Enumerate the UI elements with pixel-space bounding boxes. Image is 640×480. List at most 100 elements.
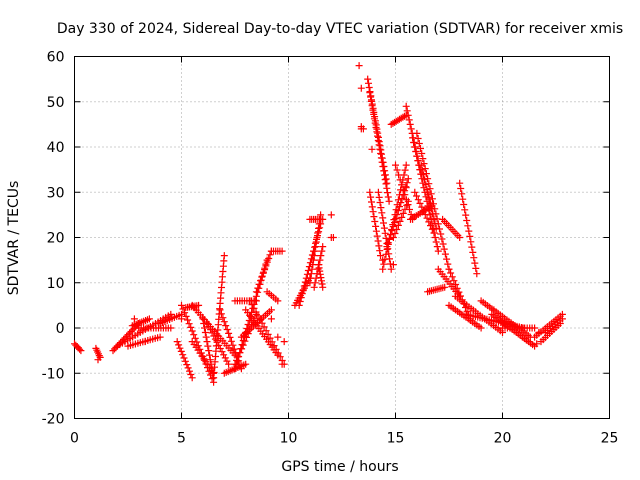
data-point [376, 247, 384, 255]
data-point [414, 157, 422, 165]
data-point [201, 329, 209, 336]
data-point [404, 175, 412, 183]
data-point [276, 353, 284, 361]
data-point [357, 84, 365, 92]
data-point [202, 333, 210, 341]
data-point [370, 115, 378, 123]
data-point [216, 306, 224, 314]
data-point [393, 166, 401, 174]
data-point [431, 234, 439, 241]
data-point [375, 141, 383, 149]
data-point [184, 364, 192, 372]
data-point [365, 79, 372, 87]
grid [74, 56, 610, 419]
data-point [428, 205, 435, 212]
data-point [311, 247, 319, 255]
data-point [463, 217, 471, 224]
data-point [395, 171, 403, 179]
data-point [203, 338, 211, 346]
data-point [368, 203, 376, 211]
data-point [394, 207, 402, 215]
data-point [472, 264, 480, 272]
data-point [249, 304, 257, 312]
data-point [455, 288, 463, 296]
data-point [268, 338, 276, 346]
data-point [316, 256, 324, 264]
data-point [380, 260, 388, 268]
data-point [431, 220, 439, 228]
data-point [379, 214, 387, 222]
data-point [190, 331, 198, 339]
data-point [278, 247, 286, 255]
data-point [256, 316, 264, 323]
data-point [403, 107, 411, 115]
data-point [355, 62, 363, 70]
data-point [372, 222, 380, 230]
data-point [225, 329, 233, 337]
data-point [473, 270, 481, 278]
data-point [175, 341, 183, 349]
data-point [441, 283, 449, 291]
data-point [207, 360, 215, 368]
data-point [301, 278, 309, 286]
data-point [393, 226, 401, 233]
data-point [397, 199, 405, 207]
data-point [223, 326, 231, 333]
data-point [468, 243, 476, 251]
data-point [317, 252, 325, 260]
data-point [295, 301, 303, 309]
data-point [428, 225, 436, 233]
data-point [402, 161, 410, 169]
data-point [387, 265, 395, 273]
data-point [377, 150, 385, 157]
data-point [274, 349, 282, 357]
data-point [421, 176, 429, 184]
data-point [191, 334, 199, 342]
data-point [366, 89, 374, 97]
data-point [261, 266, 269, 274]
data-point [424, 175, 432, 183]
data-point [226, 333, 234, 341]
data-point [413, 129, 421, 137]
data-point [368, 145, 376, 153]
data-point [77, 347, 85, 355]
data-point [416, 199, 424, 207]
x-axis-ticks: 0 5 10 15 20 25 [70, 56, 618, 447]
data-point [445, 265, 453, 273]
data-point [369, 208, 377, 216]
data-point [379, 256, 387, 264]
data-point [258, 319, 266, 327]
data-point [396, 217, 404, 225]
y-tick-label: -20 [42, 412, 65, 428]
data-point [411, 143, 419, 151]
data-point [312, 274, 320, 282]
data-point [414, 196, 422, 204]
data-point [392, 161, 399, 169]
y-tick-label: 60 [47, 50, 65, 66]
y-tick-label: -10 [42, 366, 65, 382]
data-point [266, 334, 274, 342]
data-point [233, 357, 241, 365]
data-point [535, 329, 543, 336]
data-point [216, 345, 224, 352]
data-point [310, 256, 317, 264]
data-point [376, 145, 384, 153]
data-point [427, 222, 434, 230]
data-point [300, 282, 308, 290]
data-point [392, 215, 400, 223]
data-point [382, 250, 390, 258]
data-point [182, 312, 190, 320]
data-point [208, 375, 216, 383]
data-point [247, 312, 254, 320]
data-point [203, 320, 211, 327]
data-point [443, 255, 451, 263]
data-point [432, 238, 440, 246]
data-point [426, 185, 434, 193]
data-point [467, 238, 475, 246]
data-point [315, 224, 322, 232]
data-point [318, 247, 326, 255]
data-point [220, 351, 228, 359]
data-point [401, 166, 409, 174]
data-point [254, 284, 262, 292]
data-point [205, 347, 213, 355]
